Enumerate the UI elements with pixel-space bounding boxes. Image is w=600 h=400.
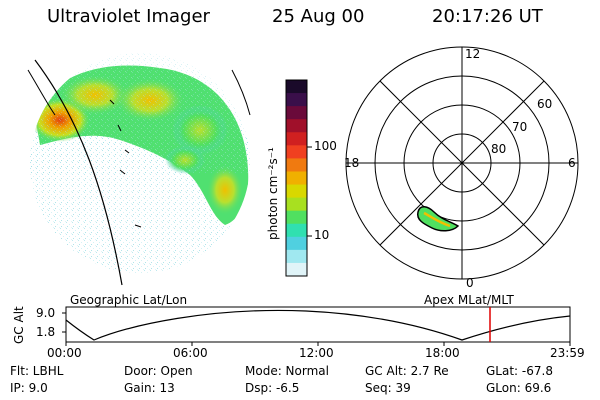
gc-altitude-status: GC Alt: 2.7 Re bbox=[365, 364, 449, 378]
colorbar-band bbox=[286, 171, 307, 186]
mlt-label-6: 6 bbox=[568, 156, 576, 170]
timeline-xtick-1200: 12:00 bbox=[299, 346, 334, 360]
mlt-label-18: 18 bbox=[344, 156, 360, 170]
mlt-label-12: 12 bbox=[465, 47, 481, 61]
auroral-image bbox=[30, 53, 250, 273]
altitude-timeline bbox=[62, 306, 571, 346]
mode-status: Mode: Normal bbox=[245, 364, 329, 378]
gain-status: Gain: 13 bbox=[124, 381, 175, 395]
colorbar-tick-10: 10 bbox=[314, 228, 330, 242]
colorbar-tick-100: 100 bbox=[314, 139, 337, 153]
colorbar bbox=[286, 80, 307, 277]
sequence-status: Seq: 39 bbox=[365, 381, 411, 395]
colorbar-band bbox=[286, 119, 307, 133]
mlt-label-0: 0 bbox=[466, 276, 474, 290]
mlat-label-60: 60 bbox=[537, 97, 553, 111]
timeline-xtick-0600: 06:00 bbox=[173, 346, 208, 360]
timeline-ytick-9: 9.0 bbox=[36, 306, 56, 320]
door-status: Door: Open bbox=[124, 364, 193, 378]
ip-status: IP: 9.0 bbox=[10, 381, 48, 395]
colorbar-band bbox=[286, 80, 307, 94]
mlat-label-70: 70 bbox=[512, 120, 528, 134]
colorbar-band bbox=[286, 184, 307, 199]
colorbar-band bbox=[286, 158, 307, 172]
timeline-xtick-1800: 18:00 bbox=[425, 346, 460, 360]
polar-plot bbox=[345, 46, 579, 280]
instrument-title: Ultraviolet Imager bbox=[47, 6, 210, 27]
timeline-xtick-0000: 00:00 bbox=[47, 346, 82, 360]
glat-status: GLat: -67.8 bbox=[486, 364, 553, 378]
colorbar-band bbox=[286, 249, 307, 264]
time-label: 20:17:26 UT bbox=[432, 6, 543, 27]
colorbar-band bbox=[286, 262, 307, 277]
colorbar-band bbox=[286, 145, 307, 159]
colorbar-band bbox=[286, 210, 307, 225]
geographic-label: Geographic Lat/Lon bbox=[70, 293, 188, 307]
filter-status: Flt: LBHL bbox=[10, 364, 64, 378]
timeline-ytick-1-8: 1.8 bbox=[36, 325, 56, 339]
colorbar-units-label: photon cm⁻²s⁻¹ bbox=[266, 147, 280, 240]
date-label: 25 Aug 00 bbox=[272, 6, 365, 27]
dsp-status: Dsp: -6.5 bbox=[245, 381, 300, 395]
colorbar-band bbox=[286, 197, 307, 212]
mlat-label-80: 80 bbox=[491, 142, 507, 156]
colorbar-band bbox=[286, 132, 307, 146]
colorbar-band bbox=[286, 236, 307, 251]
colorbar-band bbox=[286, 93, 307, 107]
glon-status: GLon: 69.6 bbox=[486, 381, 552, 395]
colorbar-band bbox=[286, 223, 307, 238]
apex-label: Apex MLat/MLT bbox=[424, 293, 514, 307]
colorbar-band bbox=[286, 106, 307, 120]
timeline-axis-label: GC Alt bbox=[12, 306, 26, 344]
timeline-xtick-2359: 23:59 bbox=[550, 346, 585, 360]
